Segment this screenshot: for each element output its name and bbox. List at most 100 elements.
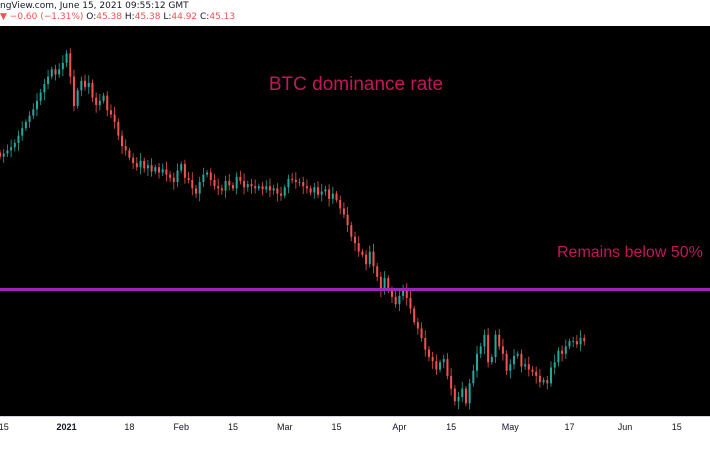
candle-body [28,115,31,122]
candle-body [405,288,408,298]
x-tick-label: 15 [672,422,682,432]
candle-body [413,308,416,323]
candle-body [235,176,238,189]
candle-body [280,193,283,196]
candle-body [487,334,490,363]
candle-body [194,188,198,194]
price-summary: ▼ −0.60 (−1.31%) O:45.38 H:45.38 L:44.92… [0,12,235,22]
x-tick-label: 17 [564,422,574,432]
candle-body [390,290,393,297]
candle-body [250,184,253,187]
candle-body [353,236,357,244]
candle-body [61,62,64,70]
candle-body [409,297,412,309]
candle-body [350,225,353,237]
candle-body [209,172,212,180]
candle-body [24,121,27,129]
x-tick-label: Apr [392,422,406,432]
candle-body [298,182,301,183]
candle-body [568,341,571,347]
x-tick-label: 2021 [57,422,77,432]
candle-body [394,296,397,305]
candle-body [228,180,231,186]
candle-body [524,364,527,367]
candle-body [453,388,456,402]
candle-body [50,69,53,77]
candle-body [287,178,290,188]
candle-body [109,110,112,115]
x-tick-label: 15 [0,422,9,432]
candle-body [65,53,68,63]
candle-body [139,160,142,168]
x-tick-label: Mar [277,422,293,432]
candle-body [132,157,135,164]
x-tick-label: Feb [173,422,189,432]
candle-body [180,164,183,171]
candle-body [135,163,138,168]
candle-body [169,174,172,178]
candle-body [387,277,390,291]
x-tick-label: 15 [228,422,238,432]
x-tick-label: 15 [332,422,342,432]
candle-body [276,188,279,194]
candle-body [17,135,20,143]
candle-body [309,188,312,193]
candle-body [476,353,479,371]
candle-body [461,388,464,398]
candle-body [402,288,405,296]
candle-body [265,186,268,190]
candle-body [10,147,13,151]
x-tick-label: 15 [446,422,456,432]
candle-body [439,362,442,370]
candle-body [320,191,323,195]
x-tick-label: Jun [618,422,633,432]
candle-body [512,355,516,365]
candle-body [254,186,257,189]
candle-body [157,167,161,173]
source-date-text: ngView.com, June 15, 2021 09:55:12 GMT [0,1,189,11]
candle-body [261,186,264,190]
candle-body [217,186,220,189]
x-axis-ticks: 15 2021 18 Feb 15 Mar 15 Apr 15 May 17 Jun 15 [0,422,682,432]
candle-body [501,346,504,354]
candle-body [579,338,582,345]
candle-body [527,364,530,370]
candle-body [43,83,46,93]
candle-body [198,182,201,194]
candle-body [561,350,564,354]
candle-body [549,367,553,384]
candle-body [346,214,349,226]
candle-body [427,349,430,357]
candle-body [69,53,72,77]
candle-body [490,356,493,363]
candle-body [128,150,131,158]
candle-body [84,80,87,88]
candle-body [80,80,83,91]
candle-body [213,179,216,187]
price-change: ▼ −0.60 (−1.31%) [0,12,84,22]
candle-body [224,180,227,191]
x-tick-label: 18 [124,422,134,432]
candle-body [483,334,486,347]
candle-body [531,369,534,372]
candle-body [172,177,175,182]
x-tick-label: May [502,422,520,432]
candle-body [187,177,190,180]
candle-body [32,109,35,116]
candle-body [54,69,57,75]
candle-body [557,350,560,363]
candle-body [328,189,331,199]
candle-body [516,353,519,356]
chart-title: BTC dominance rate [269,74,443,95]
candle-body [283,187,286,196]
candle-body [472,370,475,384]
candle-body [91,82,94,98]
candle-body [72,76,75,107]
candle-body [143,160,146,169]
time-axis-background [0,416,710,458]
candle-body [124,146,127,151]
candle-body [150,165,153,172]
candle-body [35,100,38,110]
candle-body [575,341,578,345]
